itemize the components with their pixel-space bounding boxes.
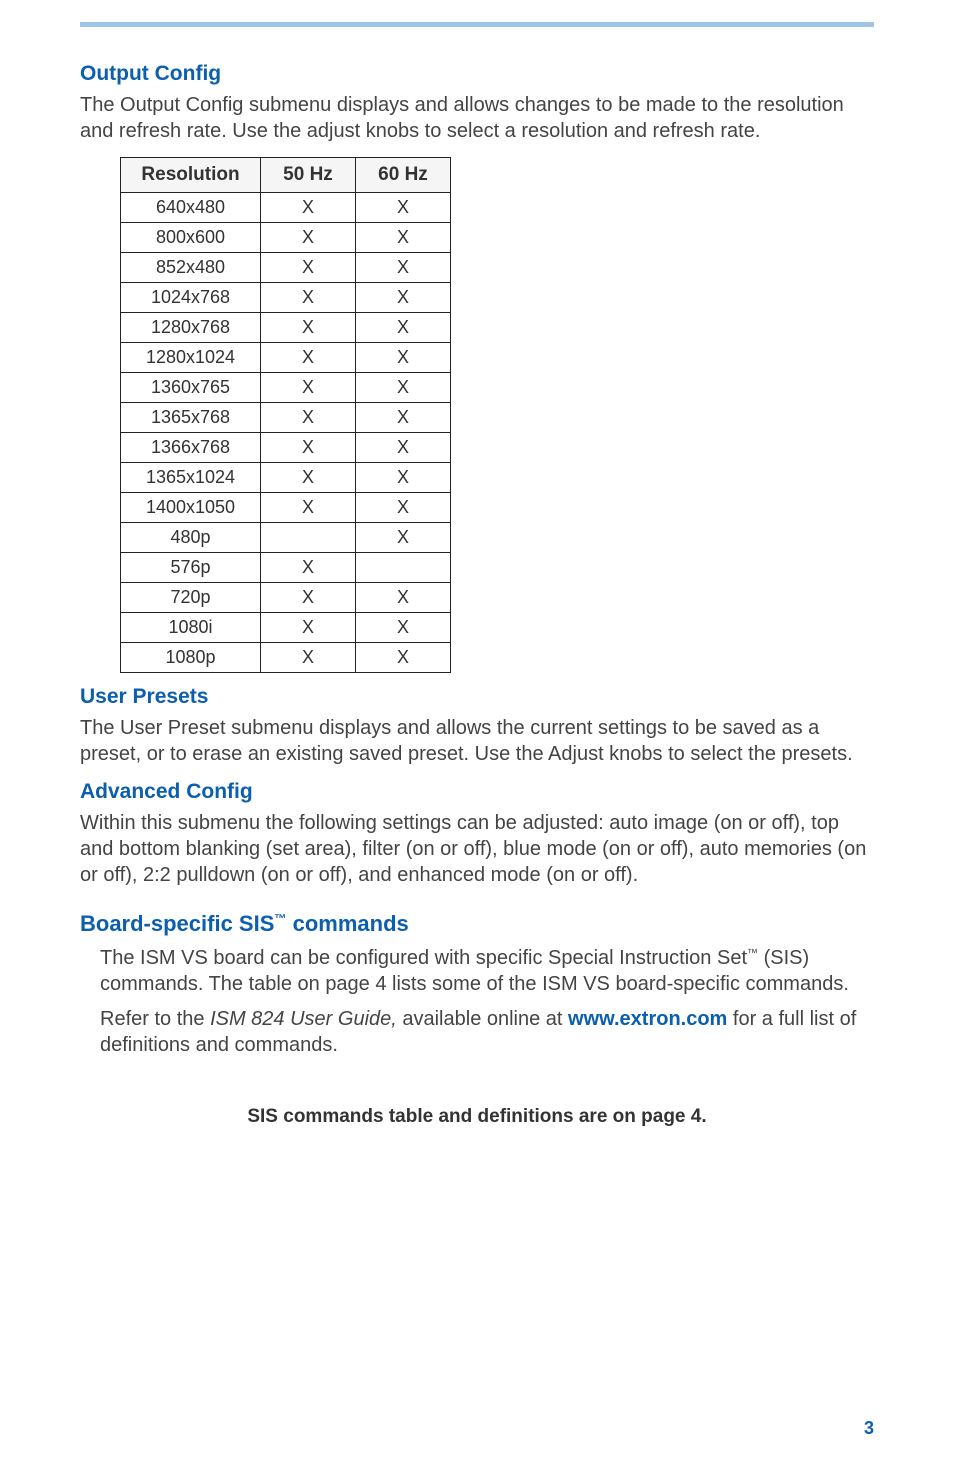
cell-resolution: 852x480 xyxy=(121,252,261,282)
cell-50hz: X xyxy=(261,372,356,402)
table-row: 480p X xyxy=(121,522,451,552)
cell-50hz: X xyxy=(261,552,356,582)
cell-60hz: X xyxy=(356,432,451,462)
cell-resolution: 480p xyxy=(121,522,261,552)
cell-60hz: X xyxy=(356,612,451,642)
table-row: 1366x768XX xyxy=(121,432,451,462)
cell-50hz: X xyxy=(261,612,356,642)
tm-icon-2: ™ xyxy=(747,947,758,959)
tm-icon: ™ xyxy=(274,911,286,925)
cell-resolution: 1080i xyxy=(121,612,261,642)
cell-60hz: X xyxy=(356,402,451,432)
cell-50hz: X xyxy=(261,222,356,252)
cell-50hz: X xyxy=(261,312,356,342)
table-row: 1280x768XX xyxy=(121,312,451,342)
table-row: 1400x1050XX xyxy=(121,492,451,522)
cell-50hz: X xyxy=(261,432,356,462)
para-user-presets: The User Preset submenu displays and all… xyxy=(80,715,874,768)
resolution-table-wrap: Resolution 50 Hz 60 Hz 640x480XX800x600X… xyxy=(120,157,874,673)
page: Output Config The Output Config submenu … xyxy=(0,0,954,1475)
col-resolution: Resolution xyxy=(121,157,261,192)
table-row: 1365x1024XX xyxy=(121,462,451,492)
cell-60hz: X xyxy=(356,312,451,342)
cell-60hz: X xyxy=(356,282,451,312)
heading-output-config: Output Config xyxy=(80,62,874,86)
page-number: 3 xyxy=(864,1418,874,1439)
para-board-sis-2: Refer to the ISM 824 User Guide, availab… xyxy=(100,1006,874,1059)
cell-resolution: 1365x1024 xyxy=(121,462,261,492)
cell-50hz: X xyxy=(261,582,356,612)
heading-board-sis: Board-specific SIS™ commands xyxy=(80,911,874,937)
cell-50hz: X xyxy=(261,252,356,282)
cell-resolution: 800x600 xyxy=(121,222,261,252)
cell-resolution: 1080p xyxy=(121,642,261,672)
table-row: 640x480XX xyxy=(121,192,451,222)
resolution-table: Resolution 50 Hz 60 Hz 640x480XX800x600X… xyxy=(120,157,451,673)
cell-50hz: X xyxy=(261,192,356,222)
cell-50hz: X xyxy=(261,462,356,492)
board-sis-body: The ISM VS board can be configured with … xyxy=(80,945,874,1059)
para2-pre: Refer to the xyxy=(100,1008,210,1030)
cell-60hz: X xyxy=(356,372,451,402)
heading-board-sis-post: commands xyxy=(286,911,408,936)
cell-60hz: X xyxy=(356,582,451,612)
para-board-sis-1: The ISM VS board can be configured with … xyxy=(100,945,874,998)
table-row: 1024x768XX xyxy=(121,282,451,312)
cell-resolution: 1360x765 xyxy=(121,372,261,402)
table-row: 576pX xyxy=(121,552,451,582)
para2-ital: ISM 824 User Guide, xyxy=(210,1008,397,1030)
cell-resolution: 640x480 xyxy=(121,192,261,222)
para2-mid: available online at xyxy=(397,1008,568,1030)
col-60hz: 60 Hz xyxy=(356,157,451,192)
content: Output Config The Output Config submenu … xyxy=(80,0,874,1128)
cell-50hz: X xyxy=(261,402,356,432)
cell-resolution: 1400x1050 xyxy=(121,492,261,522)
cell-60hz xyxy=(356,552,451,582)
header-rule xyxy=(80,22,874,27)
heading-board-sis-pre: Board-specific SIS xyxy=(80,911,274,936)
table-row: 852x480XX xyxy=(121,252,451,282)
cell-resolution: 1024x768 xyxy=(121,282,261,312)
table-row: 1360x765XX xyxy=(121,372,451,402)
cell-resolution: 1365x768 xyxy=(121,402,261,432)
table-row: 1080pXX xyxy=(121,642,451,672)
footer-note: SIS commands table and definitions are o… xyxy=(80,1106,874,1128)
cell-60hz: X xyxy=(356,642,451,672)
cell-resolution: 1280x768 xyxy=(121,312,261,342)
cell-50hz: X xyxy=(261,492,356,522)
cell-60hz: X xyxy=(356,222,451,252)
cell-resolution: 720p xyxy=(121,582,261,612)
heading-advanced-config: Advanced Config xyxy=(80,780,874,804)
cell-50hz: X xyxy=(261,642,356,672)
cell-60hz: X xyxy=(356,192,451,222)
table-row: 800x600XX xyxy=(121,222,451,252)
table-header-row: Resolution 50 Hz 60 Hz xyxy=(121,157,451,192)
heading-user-presets: User Presets xyxy=(80,685,874,709)
cell-60hz: X xyxy=(356,462,451,492)
cell-50hz: X xyxy=(261,342,356,372)
cell-60hz: X xyxy=(356,252,451,282)
table-row: 1080iXX xyxy=(121,612,451,642)
para1-pre: The ISM VS board can be configured with … xyxy=(100,947,747,969)
table-row: 720pXX xyxy=(121,582,451,612)
para-advanced-config: Within this submenu the following settin… xyxy=(80,810,874,889)
table-row: 1365x768XX xyxy=(121,402,451,432)
cell-50hz xyxy=(261,522,356,552)
table-body: 640x480XX800x600XX852x480XX1024x768XX128… xyxy=(121,192,451,672)
para-output-config: The Output Config submenu displays and a… xyxy=(80,92,874,145)
cell-resolution: 1366x768 xyxy=(121,432,261,462)
cell-60hz: X xyxy=(356,342,451,372)
table-row: 1280x1024XX xyxy=(121,342,451,372)
cell-60hz: X xyxy=(356,522,451,552)
cell-resolution: 1280x1024 xyxy=(121,342,261,372)
col-50hz: 50 Hz xyxy=(261,157,356,192)
cell-60hz: X xyxy=(356,492,451,522)
cell-resolution: 576p xyxy=(121,552,261,582)
extron-link[interactable]: www.extron.com xyxy=(568,1008,727,1030)
cell-50hz: X xyxy=(261,282,356,312)
